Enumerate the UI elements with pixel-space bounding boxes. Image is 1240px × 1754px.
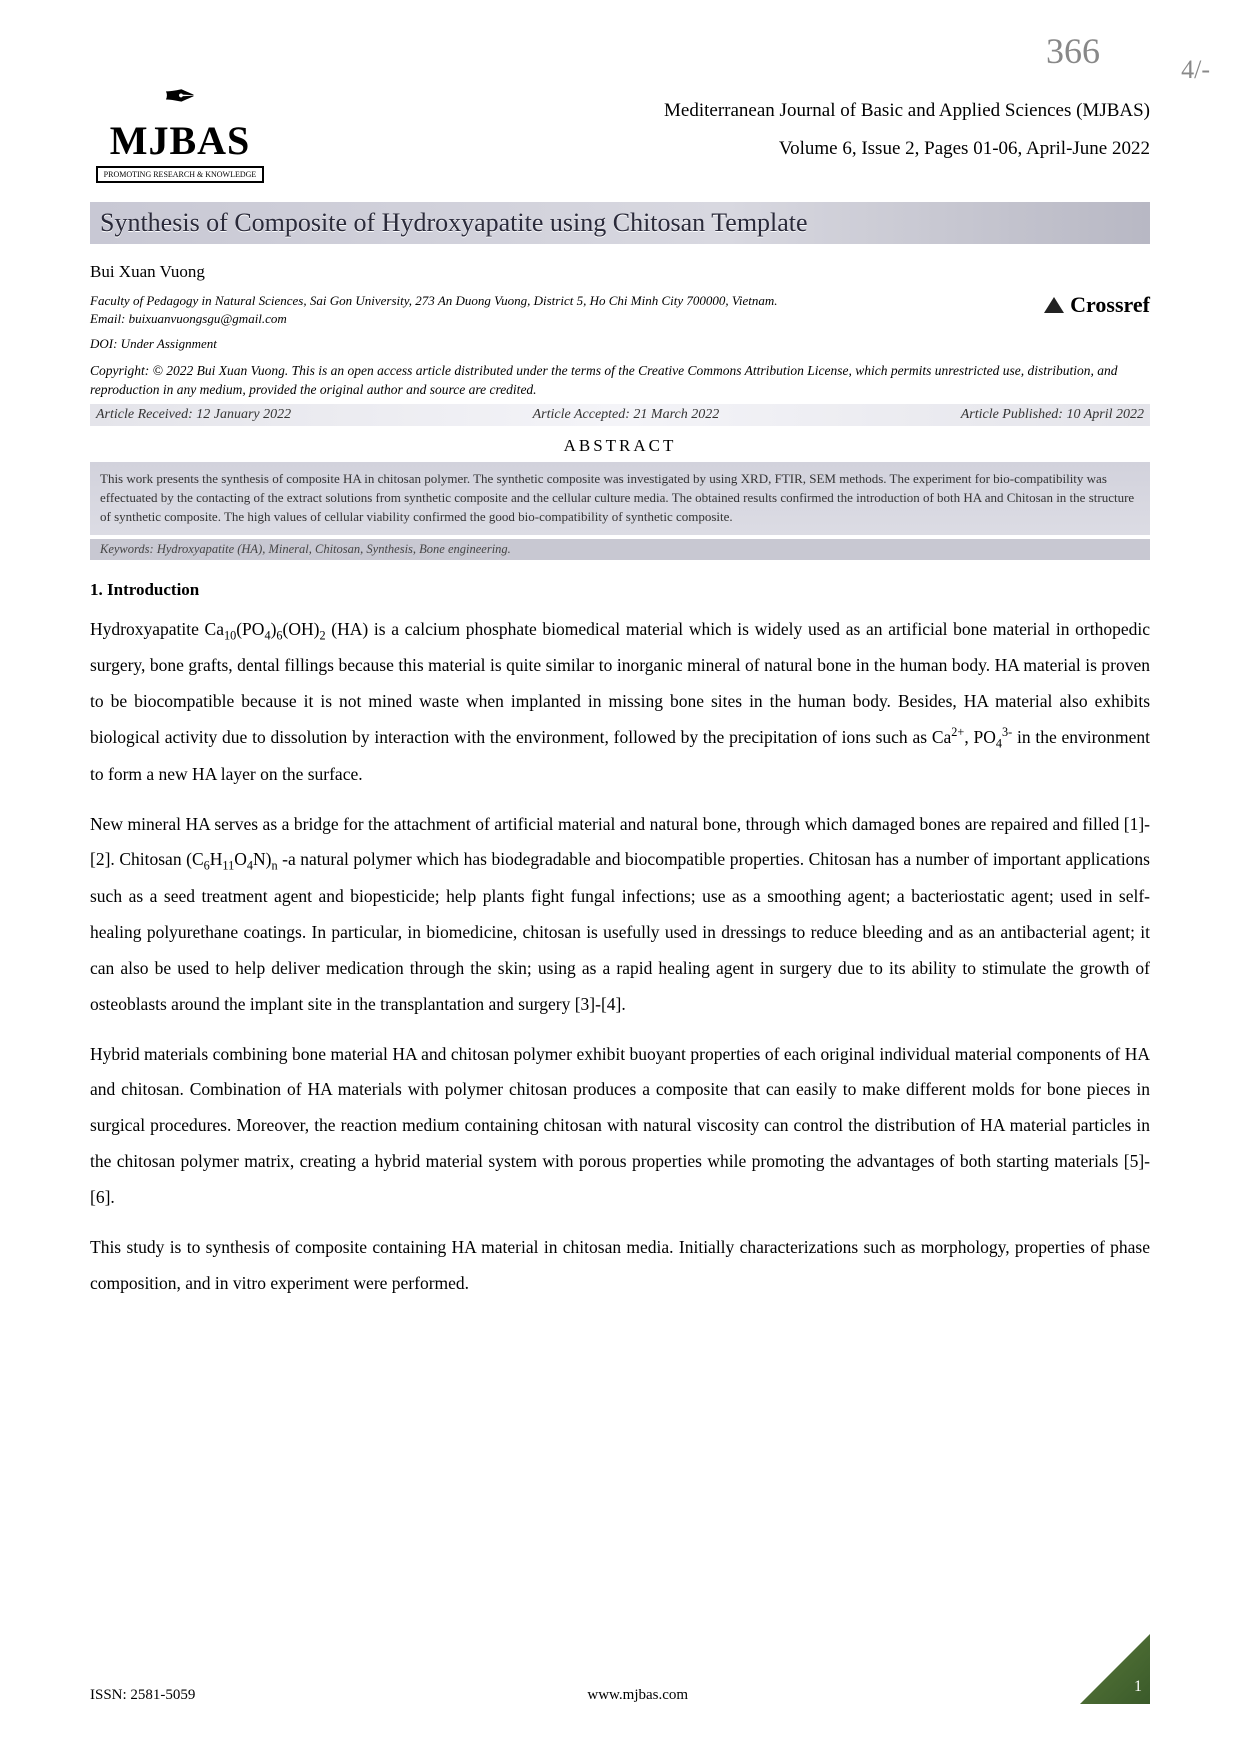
intro-heading: 1. Introduction [90,580,1150,600]
footer: ISSN: 2581-5059 www.mjbas.com 1 [90,1634,1150,1704]
handwritten-annotation-2: 4/- [1181,55,1210,85]
journal-meta: Mediterranean Journal of Basic and Appli… [290,92,1150,168]
journal-logo: ✒ MJBAS PROMOTING RESEARCH & KNOWLEDGE [90,70,270,190]
paragraph-4: This study is to synthesis of composite … [90,1230,1150,1302]
bird-icon: ✒ [163,77,197,117]
date-received: Article Received: 12 January 2022 [96,407,291,423]
journal-issue: Volume 6, Issue 2, Pages 01-06, April-Ju… [290,130,1150,168]
paragraph-2: New mineral HA serves as a bridge for th… [90,807,1150,1023]
copyright-text: Copyright: © 2022 Bui Xuan Vuong. This i… [90,362,1150,400]
paragraph-1: Hydroxyapatite Ca10(PO4)6(OH)2 (HA) is a… [90,612,1150,793]
abstract-heading: ABSTRACT [90,436,1150,456]
date-published: Article Published: 10 April 2022 [961,407,1144,423]
page-number: 1 [1134,1678,1142,1696]
affiliation-text: Faculty of Pedagogy in Natural Sciences,… [90,292,810,328]
author-name: Bui Xuan Vuong [90,262,1150,282]
handwritten-annotation: 366 [1046,30,1100,72]
journal-name: Mediterranean Journal of Basic and Appli… [290,92,1150,130]
affiliation-row: Faculty of Pedagogy in Natural Sciences,… [90,292,1150,328]
paragraph-3: Hybrid materials combining bone material… [90,1037,1150,1216]
journal-url: www.mjbas.com [587,1687,688,1704]
header: ✒ MJBAS PROMOTING RESEARCH & KNOWLEDGE M… [90,70,1150,190]
logo-tagline: PROMOTING RESEARCH & KNOWLEDGE [96,166,265,183]
article-title: Synthesis of Composite of Hydroxyapatite… [90,202,1150,244]
article-dates: Article Received: 12 January 2022 Articl… [90,404,1150,426]
crossref-label: Crossref [1070,292,1150,318]
crossref-badge: Crossref [1044,292,1150,318]
date-accepted: Article Accepted: 21 March 2022 [533,407,720,423]
logo-text: MJBAS [110,117,251,164]
abstract-text: This work presents the synthesis of comp… [90,462,1150,535]
keywords: Keywords: Hydroxyapatite (HA), Mineral, … [90,539,1150,560]
doi-line: DOI: Under Assignment [90,336,1150,352]
issn: ISSN: 2581-5059 [90,1687,195,1704]
page-number-corner: 1 [1080,1634,1150,1704]
crossref-icon [1044,297,1064,313]
